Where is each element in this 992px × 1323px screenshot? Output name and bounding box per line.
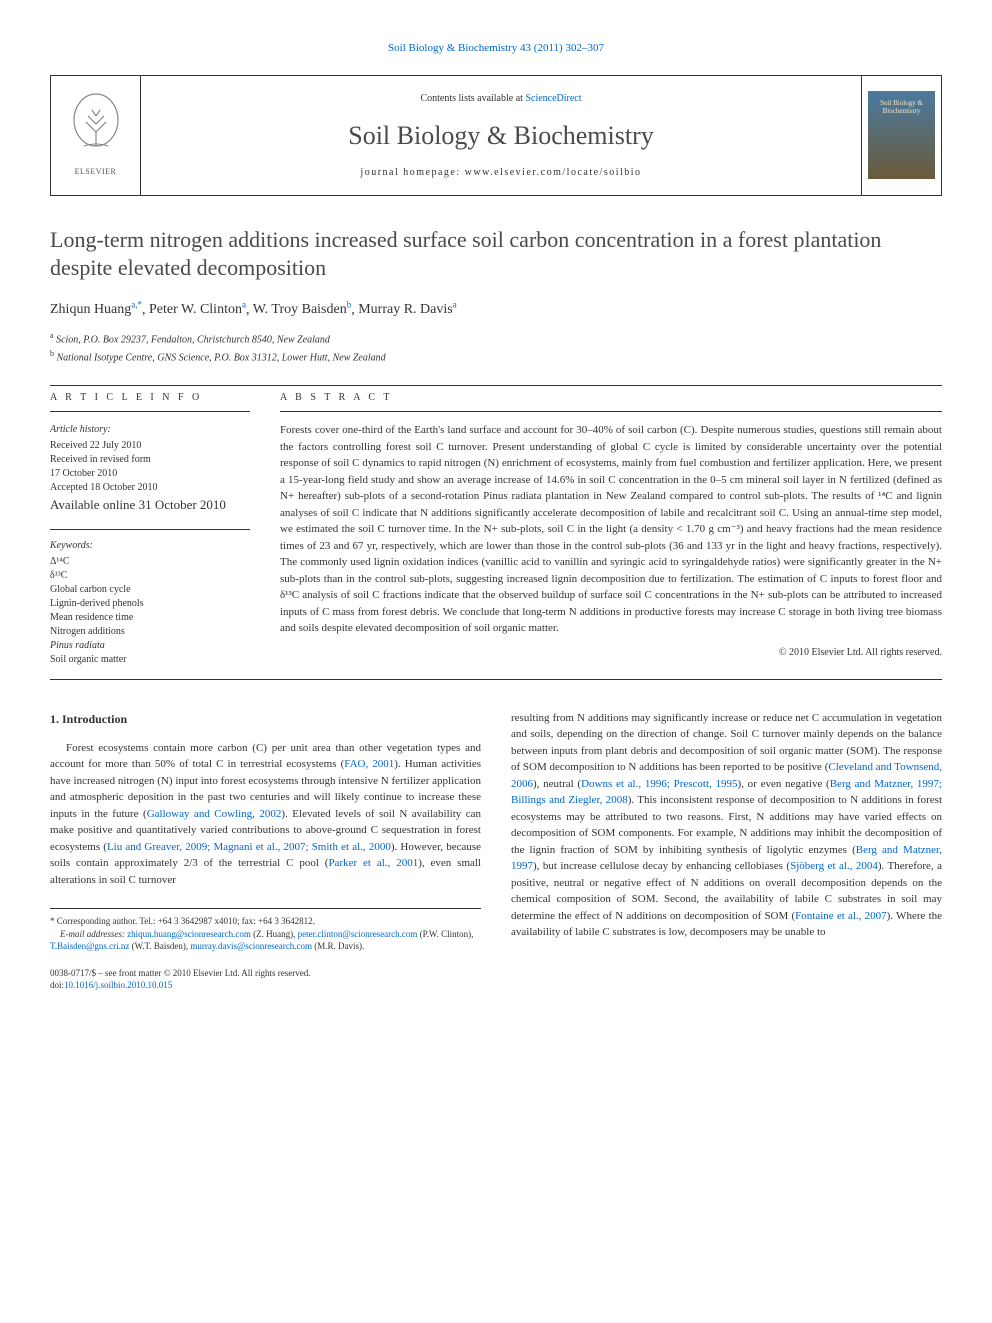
cite-downs1996[interactable]: Downs et al., 1996; Prescott, 1995 (581, 778, 737, 790)
abstract-heading: A B S T R A C T (280, 390, 942, 412)
intro-para-left: Forest ecosystems contain more carbon (C… (50, 740, 481, 889)
affiliation-b: b National Isotype Centre, GNS Science, … (50, 348, 942, 365)
footnotes: * Corresponding author. Tel.: +64 3 3642… (50, 908, 481, 953)
journal-name: Soil Biology & Biochemistry (161, 116, 841, 155)
email-1[interactable]: peter.clinton@scionresearch.com (298, 929, 418, 939)
kw-4: Mean residence time (50, 611, 250, 625)
doi-link[interactable]: 10.1016/j.soilbio.2010.10.015 (64, 980, 172, 990)
cite-berg1997b[interactable]: Berg and Matzner, 1997 (511, 844, 942, 873)
cite-parker2001[interactable]: Parker et al., 2001 (328, 857, 418, 869)
abstract-column: A B S T R A C T Forests cover one-third … (280, 390, 942, 667)
journal-reference: Soil Biology & Biochemistry 43 (2011) 30… (50, 40, 942, 57)
header-center: Contents lists available at ScienceDirec… (141, 76, 861, 195)
rule-top (50, 385, 942, 386)
journal-header: ELSEVIER Contents lists available at Sci… (50, 75, 942, 196)
email-1-who: (P.W. Clinton) (420, 929, 471, 939)
keywords-rule (50, 529, 250, 530)
email-0-who: (Z. Huang) (253, 929, 293, 939)
publisher-logo: ELSEVIER (51, 76, 141, 195)
author-1: Peter W. Clintona (149, 302, 246, 317)
journal-ref-link[interactable]: Soil Biology & Biochemistry 43 (2011) 30… (388, 42, 604, 54)
intro-para-right: resulting from N additions may significa… (511, 710, 942, 941)
cover-text-2: Biochemistry (883, 107, 921, 115)
elsevier-tree-icon (66, 92, 126, 162)
cover-text-1: Soil Biology & (880, 99, 923, 107)
email-2-who: (W.T. Baisden) (132, 941, 186, 951)
kw-1: δ¹³C (50, 569, 250, 583)
keywords-block: Keywords: Δ¹⁴C δ¹³C Global carbon cycle … (50, 529, 250, 667)
corresponding-author: * Corresponding author. Tel.: +64 3 3642… (50, 915, 481, 928)
contents-prefix: Contents lists available at (420, 93, 525, 104)
left-column: 1. Introduction Forest ecosystems contai… (50, 710, 481, 992)
affiliation-a: a Scion, P.O. Box 29237, Fendalton, Chri… (50, 330, 942, 347)
history-3: Accepted 18 October 2010 (50, 481, 250, 495)
rule-bottom (50, 679, 942, 680)
article-title: Long-term nitrogen additions increased s… (50, 226, 942, 283)
journal-cover-thumb: Soil Biology & Biochemistry (861, 76, 941, 195)
email-3-who: (M.R. Davis) (314, 941, 362, 951)
contents-available: Contents lists available at ScienceDirec… (161, 91, 841, 106)
cite-liu2009[interactable]: Liu and Greaver, 2009; Magnani et al., 2… (107, 841, 391, 853)
article-info: A R T I C L E I N F O Article history: R… (50, 390, 250, 667)
history-0: Received 22 July 2010 (50, 439, 250, 453)
footer-meta: 0038-0717/$ – see front matter © 2010 El… (50, 967, 481, 992)
keywords-label: Keywords: (50, 538, 250, 553)
info-abstract-row: A R T I C L E I N F O Article history: R… (50, 390, 942, 667)
history-2: 17 October 2010 (50, 467, 250, 481)
email-3[interactable]: murray.davis@scionresearch.com (190, 941, 312, 951)
kw-3: Lignin-derived phenols (50, 597, 250, 611)
publisher-name: ELSEVIER (75, 166, 117, 178)
cite-fao2001[interactable]: FAO, 2001 (344, 758, 394, 770)
abstract-text: Forests cover one-third of the Earth's l… (280, 422, 942, 637)
history-4: Available online 31 October 2010 (50, 495, 250, 515)
email-0[interactable]: zhiqun.huang@scionresearch.com (127, 929, 251, 939)
email-label: E-mail addresses: (60, 929, 125, 939)
kw-6: Pinus radiata (50, 639, 250, 653)
cite-fontaine2007[interactable]: Fontaine et al., 2007 (795, 910, 886, 922)
abstract-copyright: © 2010 Elsevier Ltd. All rights reserved… (280, 645, 942, 660)
authors-line: Zhiqun Huanga,*, Peter W. Clintona, W. T… (50, 299, 942, 321)
author-3: Murray R. Davisa (358, 302, 457, 317)
issn-line: 0038-0717/$ – see front matter © 2010 El… (50, 967, 481, 980)
kw-7: Soil organic matter (50, 653, 250, 667)
history-1: Received in revised form (50, 453, 250, 467)
history-label: Article history: (50, 422, 250, 437)
kw-2: Global carbon cycle (50, 583, 250, 597)
body-columns: 1. Introduction Forest ecosystems contai… (50, 710, 942, 992)
journal-homepage: journal homepage: www.elsevier.com/locat… (161, 165, 841, 180)
author-2: W. Troy Baisdenb (253, 302, 352, 317)
section-1-heading: 1. Introduction (50, 710, 481, 728)
author-0: Zhiqun Huanga,* (50, 302, 142, 317)
right-column: resulting from N additions may significa… (511, 710, 942, 992)
doi-line: doi:10.1016/j.soilbio.2010.10.015 (50, 979, 481, 992)
email-addresses: E-mail addresses: zhiqun.huang@scionrese… (50, 928, 481, 953)
cite-galloway2002[interactable]: Galloway and Cowling, 2002 (147, 808, 282, 820)
affiliations: a Scion, P.O. Box 29237, Fendalton, Chri… (50, 330, 942, 365)
kw-5: Nitrogen additions (50, 625, 250, 639)
email-2[interactable]: T.Baisden@gns.cri.nz (50, 941, 129, 951)
kw-0: Δ¹⁴C (50, 555, 250, 569)
cite-sjoberg2004[interactable]: Sjöberg et al., 2004 (790, 860, 878, 872)
article-info-heading: A R T I C L E I N F O (50, 390, 250, 412)
sciencedirect-link[interactable]: ScienceDirect (525, 93, 581, 104)
